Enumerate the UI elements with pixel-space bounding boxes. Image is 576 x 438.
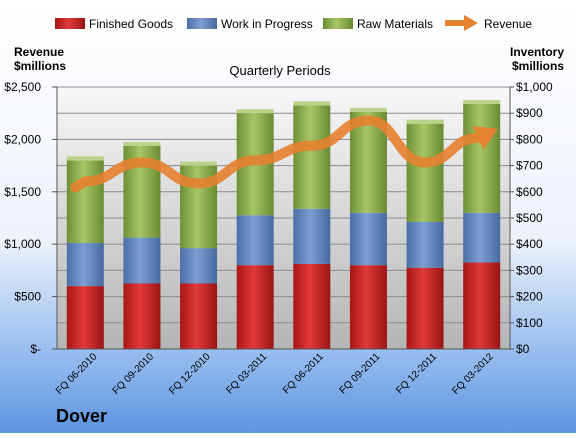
left-tick-label: $2,000 [4, 132, 41, 146]
right-tick-label: $600 [516, 185, 543, 199]
company-name: Dover [56, 406, 107, 426]
right-tick-label: $200 [516, 290, 543, 304]
bar-finished-goods-fq-09-2011 [350, 265, 387, 349]
bar-work-in-progress-fq-06-2011 [293, 209, 330, 264]
chart-title: Quarterly Periods [229, 63, 331, 78]
right-tick-label: $700 [516, 159, 543, 173]
bar-top-cap [407, 120, 444, 124]
bar-raw-materials-fq-06-2010 [67, 160, 104, 243]
left-tick-label: $- [30, 342, 41, 356]
left-axis-title-line2: $millions [14, 59, 66, 73]
right-tick-label: $500 [516, 211, 543, 225]
bar-top-cap [67, 156, 104, 160]
left-tick-label: $500 [14, 290, 41, 304]
bar-finished-goods-fq-03-2011 [237, 265, 274, 349]
bar-top-cap [463, 100, 500, 104]
left-tick-label: $2,500 [4, 80, 41, 94]
right-tick-label: $800 [516, 132, 543, 146]
right-axis-title-line1: Inventory [510, 45, 564, 59]
legend-swatch-raw-materials [323, 18, 353, 29]
bar-work-in-progress-fq-09-2011 [350, 213, 387, 265]
right-tick-label: $100 [516, 316, 543, 330]
bar-work-in-progress-fq-03-2011 [237, 215, 274, 265]
bar-finished-goods-fq-12-2011 [407, 268, 444, 349]
bar-top-cap [237, 109, 274, 113]
legend-label-work-in-progress: Work in Progress [221, 17, 313, 31]
left-tick-label: $1,000 [4, 237, 41, 251]
bar-top-cap [123, 142, 160, 146]
bar-finished-goods-fq-03-2012 [463, 263, 500, 349]
bar-top-cap [350, 108, 387, 112]
bar-work-in-progress-fq-09-2010 [123, 238, 160, 284]
bar-raw-materials-fq-12-2011 [407, 124, 444, 222]
legend-label-raw-materials: Raw Materials [357, 17, 433, 31]
bar-top-cap [293, 101, 330, 105]
right-tick-label: $0 [516, 342, 530, 356]
bar-finished-goods-fq-09-2010 [123, 284, 160, 350]
bar-raw-materials-fq-06-2011 [293, 105, 330, 208]
legend-swatch-work-in-progress [187, 18, 217, 29]
right-tick-label: $1,000 [516, 80, 553, 94]
right-axis-title-line2: $millions [512, 59, 564, 73]
right-tick-label: $900 [516, 106, 543, 120]
left-axis-title-line1: Revenue [14, 45, 64, 59]
bar-work-in-progress-fq-12-2011 [407, 222, 444, 268]
right-tick-label: $300 [516, 263, 543, 277]
bar-finished-goods-fq-06-2010 [67, 286, 104, 349]
bar-raw-materials-fq-03-2012 [463, 104, 500, 213]
bar-work-in-progress-fq-03-2012 [463, 213, 500, 263]
bar-finished-goods-fq-06-2011 [293, 264, 330, 349]
legend-swatch-finished-goods [55, 18, 85, 29]
bar-finished-goods-fq-12-2010 [180, 284, 217, 350]
legend-label-finished-goods: Finished Goods [89, 17, 173, 31]
bar-top-cap [180, 162, 217, 166]
right-tick-label: $400 [516, 237, 543, 251]
left-tick-label: $1,500 [4, 185, 41, 199]
bar-work-in-progress-fq-12-2010 [180, 248, 217, 283]
legend-label-revenue: Revenue [484, 17, 532, 31]
bar-work-in-progress-fq-06-2010 [67, 243, 104, 286]
